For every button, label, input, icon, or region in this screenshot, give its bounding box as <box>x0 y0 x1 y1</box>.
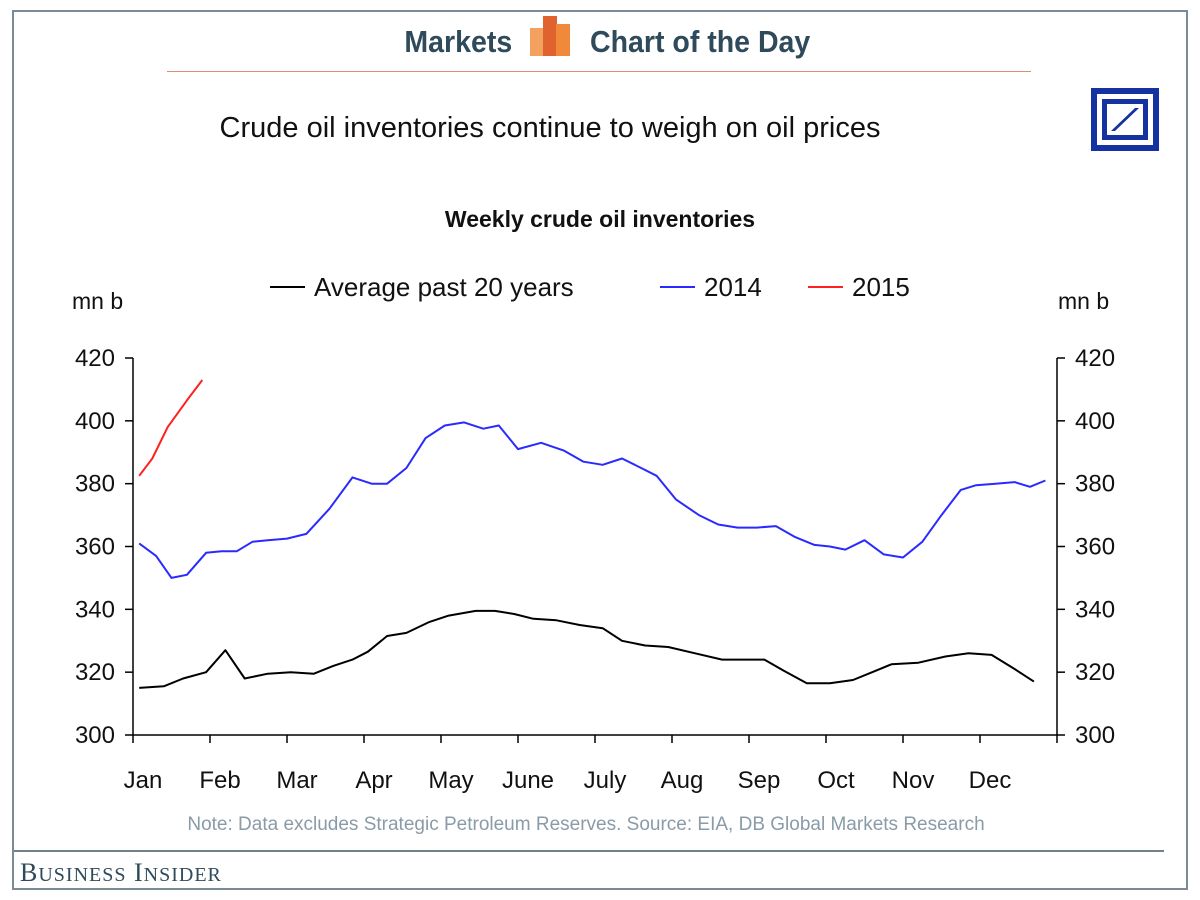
y-tick-label-left: 340 <box>75 596 115 623</box>
bar-chart-icon <box>530 16 570 56</box>
chart-series <box>138 379 1046 689</box>
x-tick-label: Jan <box>124 767 163 794</box>
y-axis-label-left: mn b <box>72 288 123 314</box>
y-tick-label-right: 320 <box>1075 659 1115 686</box>
legend-label: 2015 <box>852 272 910 302</box>
series-line-2014 <box>138 421 1046 579</box>
y-tick-label-left: 320 <box>75 659 115 686</box>
x-tick-label: Nov <box>892 767 935 794</box>
x-tick-label: Oct <box>817 767 855 794</box>
y-tick-label-left: 360 <box>75 534 115 561</box>
y-tick-label-right: 380 <box>1075 471 1115 498</box>
chart-frame <box>12 10 1188 890</box>
x-tick-label: July <box>584 767 627 794</box>
y-tick-label-right: 420 <box>1075 345 1115 372</box>
header-bar: Markets Chart of the Day <box>0 24 1200 68</box>
x-tick-label: June <box>502 767 554 794</box>
x-tick-label: Sep <box>738 767 781 794</box>
y-tick-label-left: 380 <box>75 471 115 498</box>
page-title: Crude oil inventories continue to weigh … <box>219 112 881 144</box>
legend-label: 2014 <box>704 272 762 302</box>
chart-legend: Average past 20 years 2014 2015 <box>270 272 910 302</box>
x-tick-label: Dec <box>969 767 1012 794</box>
y-tick-label-left: 400 <box>75 408 115 435</box>
y-tick-label-right: 400 <box>1075 408 1115 435</box>
y-tick-label-right: 340 <box>1075 596 1115 623</box>
chart-axes: 300 300 320 320 340 340 360 360 380 380 400 400 420 4… <box>75 345 1115 794</box>
x-tick-label: Aug <box>661 767 704 794</box>
y-tick-label-left: 420 <box>75 345 115 372</box>
y-tick-label-right: 360 <box>1075 534 1115 561</box>
y-tick-label-left: 300 <box>75 722 115 749</box>
business-insider-logo: BUSINESS INSIDER <box>20 858 222 887</box>
series-line-average <box>139 609 1035 689</box>
chart-title: Weekly crude oil inventories <box>444 206 756 232</box>
source-note: Note: Data excludes Strategic Petroleum … <box>187 814 985 835</box>
x-tick-label: May <box>428 767 473 794</box>
legend-label: Average past 20 years <box>314 272 574 302</box>
x-tick-label: Feb <box>199 767 240 794</box>
y-axis-label-right: mn b <box>1058 288 1109 314</box>
header-divider <box>167 71 1031 72</box>
series-line-2015 <box>138 379 204 477</box>
y-tick-label-right: 300 <box>1075 722 1115 749</box>
header-chart-of-the-day[interactable]: Chart of the Day <box>590 24 811 59</box>
footer-divider <box>14 850 1164 852</box>
x-tick-label: Mar <box>276 767 317 794</box>
header-markets[interactable]: Markets <box>404 24 512 59</box>
x-tick-label: Apr <box>355 767 392 794</box>
deutsche-bank-logo-icon <box>1091 88 1159 151</box>
